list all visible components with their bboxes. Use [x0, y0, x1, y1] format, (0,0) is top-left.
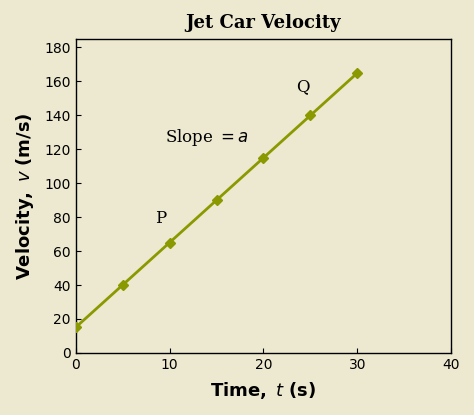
- Title: Jet Car Velocity: Jet Car Velocity: [186, 14, 341, 32]
- Text: P: P: [155, 210, 167, 227]
- Text: Q: Q: [296, 78, 310, 95]
- Text: Slope $= a$: Slope $= a$: [165, 127, 249, 148]
- X-axis label: $\mathbf{Time,}\ \mathit{t}\ \mathbf{(s)}$: $\mathbf{Time,}\ \mathit{t}\ \mathbf{(s)…: [210, 380, 317, 401]
- Y-axis label: $\mathbf{Velocity,}\ \mathit{v}\ \mathbf{(m/s)}$: $\mathbf{Velocity,}\ \mathit{v}\ \mathbf…: [14, 112, 36, 280]
